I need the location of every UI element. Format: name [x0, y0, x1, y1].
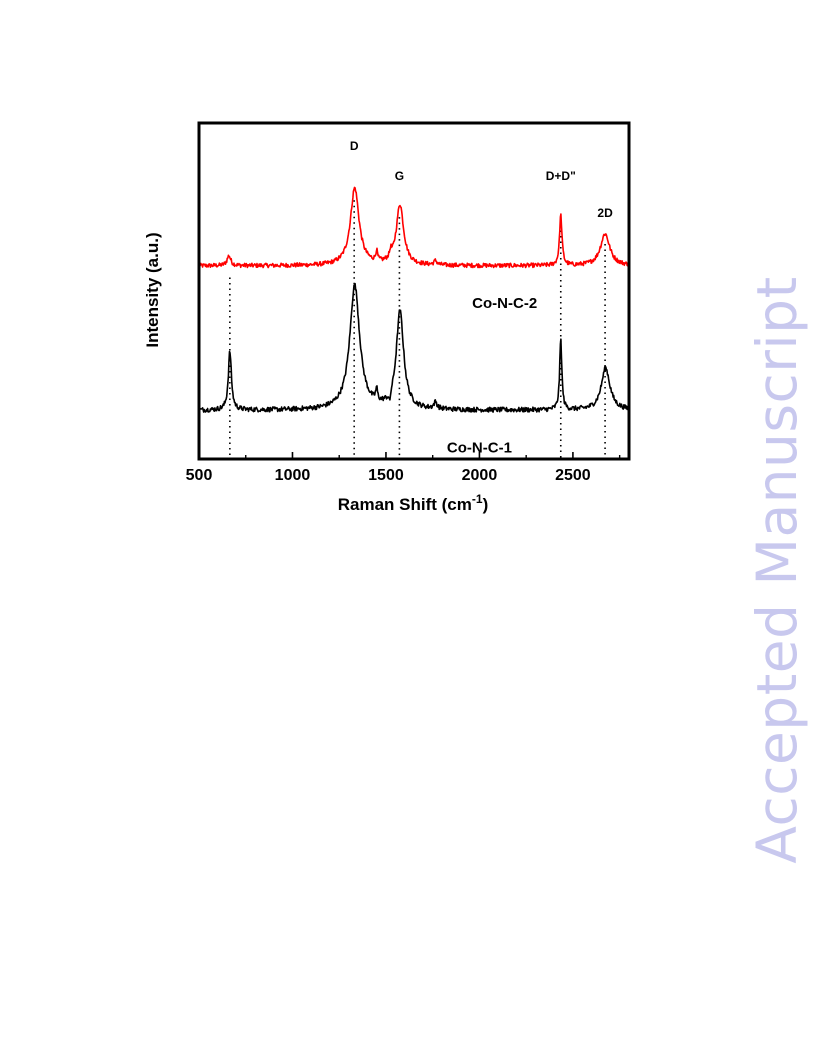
series-label: Co-N-C-1	[447, 439, 512, 456]
series-label: Co-N-C-2	[472, 295, 537, 312]
reference-lines	[229, 200, 606, 459]
peak-label: G	[395, 169, 404, 183]
plot-frame	[197, 121, 631, 461]
series-line-2	[198, 282, 630, 413]
series-line-1	[198, 186, 630, 269]
x-tick-label: 1500	[368, 467, 404, 484]
x-tick-label: 500	[186, 467, 213, 484]
peak-label: D+D"	[546, 169, 576, 183]
raman-chart: 500 1000 1500 2000 2500 D G D+D" 2D Co-N-C-2 Co-N…	[143, 121, 631, 514]
series-layer	[198, 186, 630, 413]
x-tick-label: 1000	[275, 467, 311, 484]
x-tick-label: 2000	[462, 467, 498, 484]
peak-label: D	[350, 139, 359, 153]
accepted-manuscript-watermark: Accepted Manuscript	[745, 276, 809, 864]
x-tick-label: 2500	[555, 467, 591, 484]
peak-label: 2D	[597, 206, 613, 220]
y-axis-label: Intensity (a.u.)	[143, 232, 162, 347]
x-axis-label: Raman Shift (cm-1)	[338, 492, 488, 514]
chart-labels: D G D+D" 2D Co-N-C-2 Co-N-C-1	[350, 139, 613, 456]
x-axis: 500 1000 1500 2000 2500	[186, 452, 621, 484]
